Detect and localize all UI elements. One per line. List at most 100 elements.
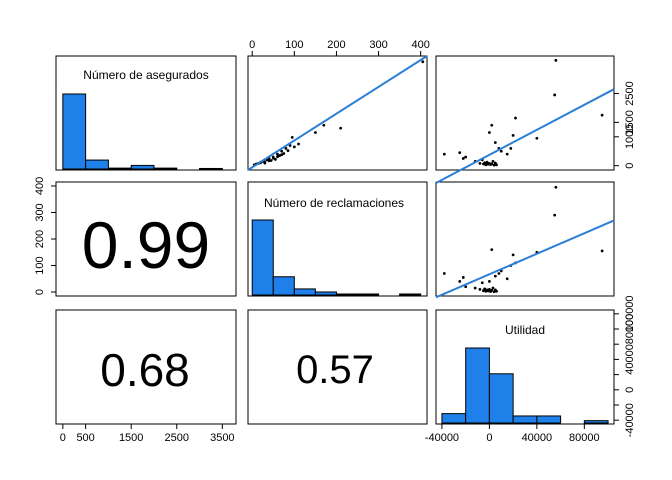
chart-marks: 0 100 200 300 4000 500 1500 2500 3500 -40000 0 4000… — [34, 39, 636, 444]
scatter-2-point-29 — [553, 93, 557, 97]
scatter-2-point-20 — [490, 123, 494, 127]
scatter-3-point-21 — [493, 274, 497, 278]
panel-2-3-frame — [435, 181, 615, 297]
panel-1-1-frame — [55, 55, 237, 171]
scatter-2-point-21 — [493, 141, 497, 144]
scatter-1-point-10 — [273, 157, 277, 161]
axis-top-reclamaciones-tick-label-3: 300 — [369, 39, 387, 51]
hist-1-bar-3 — [130, 164, 155, 170]
scatter-2-point-31 — [600, 113, 604, 117]
scatter-3-point-4 — [473, 286, 477, 290]
scatter-3-point-14 — [490, 289, 494, 292]
scatter-3-point-18 — [495, 289, 498, 293]
scatter-3-point-8 — [483, 287, 487, 291]
axis-left-reclamaciones-tick-label-4: 400 — [34, 177, 46, 195]
axis-left-reclamaciones-tick-label-1: 100 — [34, 256, 46, 274]
hist-2-bar-2 — [293, 288, 316, 296]
axis-right-asegurados-tick-label-1: 1000 — [624, 125, 636, 149]
axis-left-reclamaciones-tick-label-2: 200 — [34, 230, 46, 248]
axis-bottom-utilidad-tick-label-1: 0 — [486, 432, 492, 444]
scatter-1-point-15 — [284, 146, 288, 150]
scatter-3-fit-line — [435, 219, 615, 299]
hist-2-bar-4 — [335, 293, 359, 296]
axis-right-utilidad-tick-label-0: -40000 — [624, 403, 636, 437]
scatter-1-point-28 — [322, 123, 326, 127]
diag-label-reclamaciones: Número de reclamaciones — [264, 196, 404, 210]
scatter-1-point-11 — [276, 152, 279, 156]
axis-bottom-asegurados-tick-label-1: 500 — [76, 432, 94, 444]
scatter-2-point-8 — [483, 161, 487, 165]
scatter-2-point-27 — [514, 116, 517, 120]
scatter-1-point-25 — [286, 149, 290, 153]
scatter-1-point-26 — [290, 135, 294, 139]
hist-3-bar-3 — [512, 415, 538, 424]
scatter-2-fit-line — [435, 88, 615, 184]
axis-top-reclamaciones-tick-label-2: 200 — [327, 39, 345, 51]
scatter-3-point-3 — [464, 285, 468, 289]
scatter-2-point-3 — [464, 155, 468, 159]
axis-top-reclamaciones-tick-label-1: 100 — [285, 39, 303, 51]
hist-2-bar-1 — [272, 276, 295, 296]
axis-left-reclamaciones-tick-label-0: 0 — [34, 289, 46, 295]
corr-asegurados-reclamaciones: 0.99 — [82, 208, 210, 282]
scatter-3-point-24 — [505, 277, 509, 281]
scatter-1-point-18 — [297, 142, 300, 146]
scatter-1-point-8 — [269, 159, 273, 162]
scatter-2-point-2 — [461, 157, 465, 160]
hist-3-bar-4 — [536, 415, 562, 424]
scatter-1-fit-line — [247, 55, 428, 171]
axis-bottom-asegurados-tick-label-3: 2500 — [165, 432, 189, 444]
axis-right-utilidad-tick-label-7: 100000 — [624, 295, 636, 332]
scatter-2-point-0 — [442, 152, 446, 156]
axis-right-asegurados-tick-label-2: 1500 — [624, 110, 636, 134]
axis-bottom-utilidad-tick-label-0: -40000 — [425, 432, 459, 444]
scatter-2-point-30 — [554, 58, 558, 62]
hist-3-bar-0 — [441, 413, 467, 424]
scatter-1-point-21 — [267, 159, 271, 163]
diag-label-asegurados: Número de asegurados — [83, 68, 208, 82]
scatter-1-point-17 — [292, 145, 296, 149]
scatter-2-point-16 — [492, 163, 496, 167]
corr-reclamaciones-utilidad: 0.57 — [296, 348, 374, 392]
hist-1-bar-0 — [62, 93, 87, 170]
scatter-3-point-6 — [480, 281, 484, 285]
scatter-2-point-9 — [484, 163, 488, 167]
scatter-3-point-29 — [553, 213, 557, 217]
axis-right-utilidad-tick-label-4: 40000 — [624, 344, 636, 375]
scatter-3-point-19 — [488, 280, 491, 283]
axis-left-reclamaciones-tick-label-3: 300 — [34, 203, 46, 221]
scatter-1-point-22 — [271, 156, 275, 160]
hist-2-bar-0 — [251, 219, 274, 296]
scatter-3-point-1 — [458, 280, 462, 283]
axis-top-reclamaciones-tick-label-0: 0 — [249, 39, 255, 51]
scatter-3-point-15 — [491, 286, 495, 290]
scatter-1-point-24 — [280, 153, 284, 157]
hist-1-bar-6 — [199, 167, 223, 170]
scatter-2-point-10 — [485, 160, 489, 164]
axis-bottom-utilidad-tick-label-2: 40000 — [522, 432, 553, 444]
hist-2-bar-7 — [399, 293, 422, 296]
scatter-3-point-2 — [461, 276, 465, 279]
hist-1-bar-4 — [153, 167, 178, 170]
axis-top-reclamaciones-tick-label-4: 400 — [412, 39, 430, 51]
hist-3-bar-1 — [465, 347, 490, 424]
panel-3-2-frame — [247, 309, 428, 425]
scatter-3-point-26 — [511, 253, 515, 257]
scatter-2-point-1 — [458, 151, 462, 155]
scatter-2-point-24 — [505, 152, 509, 156]
scatter-1-point-20 — [263, 161, 267, 165]
scatter-2-point-5 — [478, 161, 482, 165]
scatter-1-point-23 — [276, 155, 279, 159]
diag-label-utilidad: Utilidad — [505, 323, 545, 337]
axis-right-asegurados-tick-label-0: 0 — [624, 163, 636, 169]
panel-2-2-frame — [247, 181, 428, 297]
scatter-3-point-20 — [490, 248, 494, 252]
panel-1-3-frame — [435, 55, 615, 171]
scatter-1-point-30 — [421, 60, 425, 64]
scatter-2-point-15 — [491, 159, 495, 163]
scatter-3-point-12 — [488, 287, 491, 291]
axis-bottom-asegurados-tick-label-4: 3500 — [210, 432, 234, 444]
scatter-2-point-26 — [511, 133, 515, 137]
scatter-2-point-25 — [509, 146, 513, 150]
